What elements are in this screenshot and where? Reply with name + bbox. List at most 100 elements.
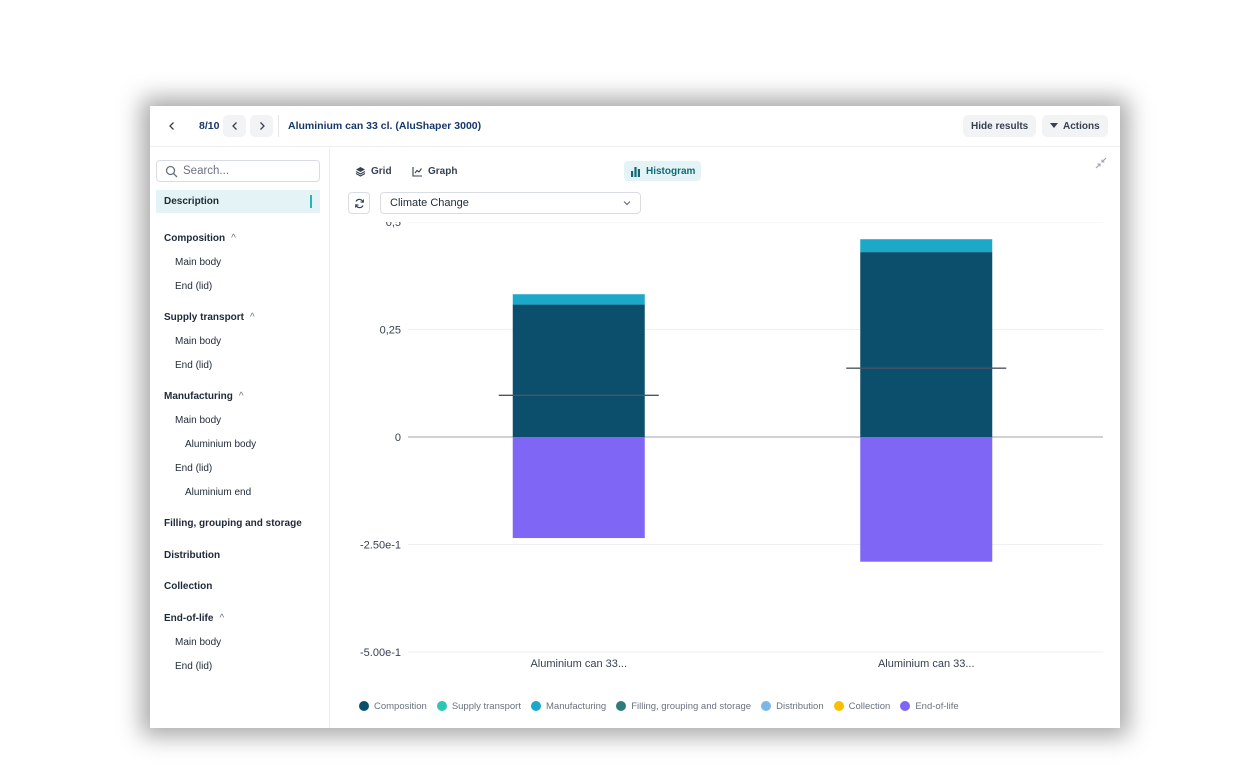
- sidebar-section-distribution[interactable]: Distribution: [164, 550, 221, 561]
- sidebar-item-label: Description: [164, 196, 220, 207]
- legend-label: Distribution: [776, 700, 824, 712]
- sidebar-section-composition[interactable]: Composition ^: [164, 233, 236, 244]
- chevron-up-icon: ^: [238, 391, 244, 402]
- sidebar-section-collection[interactable]: Collection: [164, 581, 213, 592]
- legend-item[interactable]: Composition: [359, 701, 427, 712]
- sidebar-item-aluminium-body[interactable]: Aluminium body: [185, 439, 257, 450]
- legend-swatch: [359, 701, 369, 711]
- legend-item[interactable]: Manufacturing: [531, 701, 606, 712]
- refresh-icon: [354, 198, 364, 208]
- header-divider: [278, 115, 279, 137]
- chevron-right-icon: [259, 122, 265, 130]
- sidebar-section-end-of-life[interactable]: End-of-life ^: [164, 613, 224, 624]
- active-indicator: [310, 195, 312, 208]
- back-button[interactable]: [160, 115, 183, 137]
- chevron-left-icon: [168, 122, 174, 130]
- legend-item[interactable]: End-of-life: [900, 700, 959, 712]
- refresh-button[interactable]: [348, 192, 370, 214]
- bar-segment: [860, 252, 993, 437]
- legend-label: End-of-life: [915, 700, 959, 712]
- sidebar-item-composition-main-body[interactable]: Main body: [175, 257, 222, 268]
- sidebar-item-aluminium-end[interactable]: Aluminium end: [185, 487, 252, 498]
- bar-segment: [512, 304, 645, 437]
- legend-label: Filling, grouping and storage: [631, 700, 752, 712]
- page-title: Aluminium can 33 cl. (AluShaper 3000): [288, 120, 482, 132]
- y-tick-label: 0,5: [386, 222, 401, 229]
- chevron-down-icon: [623, 201, 631, 206]
- histogram-chart: 0,5 0,25 0 -2.50e-1 -5.00e-1 Aluminium can 33…: [360, 222, 1103, 670]
- x-tick-label: Aluminium can 33...: [878, 658, 975, 670]
- bar-segment: [860, 239, 993, 253]
- tab-grid[interactable]: Grid: [349, 161, 398, 181]
- legend-label: Collection: [848, 700, 891, 712]
- header: 8/10 Aluminium can 33 cl. (AluShaper 300…: [150, 106, 1120, 147]
- sidebar-item-manufacturing-end-lid[interactable]: End (lid): [175, 463, 213, 474]
- bar-segment: [512, 437, 645, 539]
- legend-item[interactable]: Distribution: [761, 701, 824, 712]
- search-icon: [165, 165, 178, 178]
- collapse-icon[interactable]: [1095, 157, 1107, 169]
- tab-label: Histogram: [646, 165, 696, 177]
- chevron-up-icon: ^: [219, 613, 225, 624]
- legend-label: Supply transport: [451, 700, 521, 712]
- legend-swatch: [616, 701, 627, 711]
- chevron-left-icon: [231, 122, 237, 130]
- hide-results-button[interactable]: Hide results: [963, 115, 1037, 137]
- layers-icon: [355, 166, 366, 177]
- tab-label: Graph: [428, 165, 458, 177]
- actions-button[interactable]: Actions: [1042, 115, 1108, 137]
- next-button[interactable]: [250, 115, 273, 137]
- y-tick-label: -5.00e-1: [360, 647, 401, 659]
- main-panel: Grid Graph Histogram Climate Change 0,5 0…: [331, 147, 1120, 728]
- sidebar-item-composition-end-lid[interactable]: End (lid): [175, 281, 213, 292]
- sidebar-section-label: Supply transport: [164, 312, 245, 323]
- legend-swatch: [436, 701, 447, 711]
- legend-swatch: [900, 701, 911, 711]
- bar-segment: [512, 294, 645, 305]
- tab-graph[interactable]: Graph: [406, 161, 463, 181]
- sidebar-item-eol-main-body[interactable]: Main body: [175, 637, 222, 648]
- sidebar-section-label: Composition: [164, 233, 226, 244]
- legend-item[interactable]: Collection: [833, 700, 891, 712]
- sidebar-item-supply-main-body[interactable]: Main body: [175, 336, 222, 347]
- hide-results-label: Hide results: [971, 120, 1029, 132]
- line-chart-icon: [412, 166, 422, 177]
- indicator-select[interactable]: Climate Change: [380, 192, 641, 214]
- caret-down-icon: [1050, 123, 1058, 128]
- sidebar-section-label: End-of-life: [164, 613, 214, 624]
- chevron-up-icon: ^: [231, 233, 236, 244]
- sidebar: Description Composition ^ Main body End (…: [150, 147, 330, 728]
- sidebar-item-supply-end-lid[interactable]: End (lid): [175, 360, 213, 371]
- chart-legend: Composition Supply transport Manufacturing…: [359, 699, 959, 713]
- legend-label: Composition: [374, 700, 427, 712]
- sidebar-section-manufacturing[interactable]: Manufacturing ^: [164, 391, 244, 402]
- previous-button[interactable]: [223, 115, 246, 137]
- bar-chart-icon: [631, 166, 640, 177]
- legend-swatch: [531, 701, 541, 711]
- x-tick-label: Aluminium can 33...: [530, 658, 627, 670]
- y-tick-label: -2.50e-1: [360, 540, 401, 552]
- sidebar-section-supply-transport[interactable]: Supply transport ^: [164, 312, 255, 323]
- sidebar-section-filling[interactable]: Filling, grouping and storage: [164, 518, 302, 529]
- search-input[interactable]: [183, 163, 313, 179]
- sidebar-section-label: Manufacturing: [164, 391, 233, 402]
- legend-swatch: [833, 701, 844, 711]
- chevron-up-icon: ^: [250, 312, 255, 323]
- sidebar-item-eol-end-lid[interactable]: End (lid): [175, 661, 213, 672]
- app-window: 8/10 Aluminium can 33 cl. (AluShaper 300…: [150, 106, 1120, 728]
- legend-label: Manufacturing: [546, 700, 607, 712]
- sidebar-item-description[interactable]: Description: [156, 190, 320, 213]
- bar-segment: [860, 437, 993, 562]
- indicator-select-value: Climate Change: [390, 197, 469, 209]
- search-box[interactable]: [156, 160, 320, 182]
- actions-label: Actions: [1063, 120, 1100, 132]
- tab-histogram[interactable]: Histogram: [624, 161, 702, 181]
- tab-label: Grid: [371, 165, 392, 177]
- legend-item[interactable]: Filling, grouping and storage: [616, 701, 751, 712]
- y-tick-label: 0: [395, 432, 401, 444]
- y-tick-label: 0,25: [380, 325, 401, 337]
- legend-swatch: [761, 701, 772, 711]
- sidebar-item-manufacturing-main-body[interactable]: Main body: [175, 415, 222, 426]
- legend-item[interactable]: Supply transport: [436, 700, 521, 712]
- position-counter: 8/10: [199, 120, 220, 132]
